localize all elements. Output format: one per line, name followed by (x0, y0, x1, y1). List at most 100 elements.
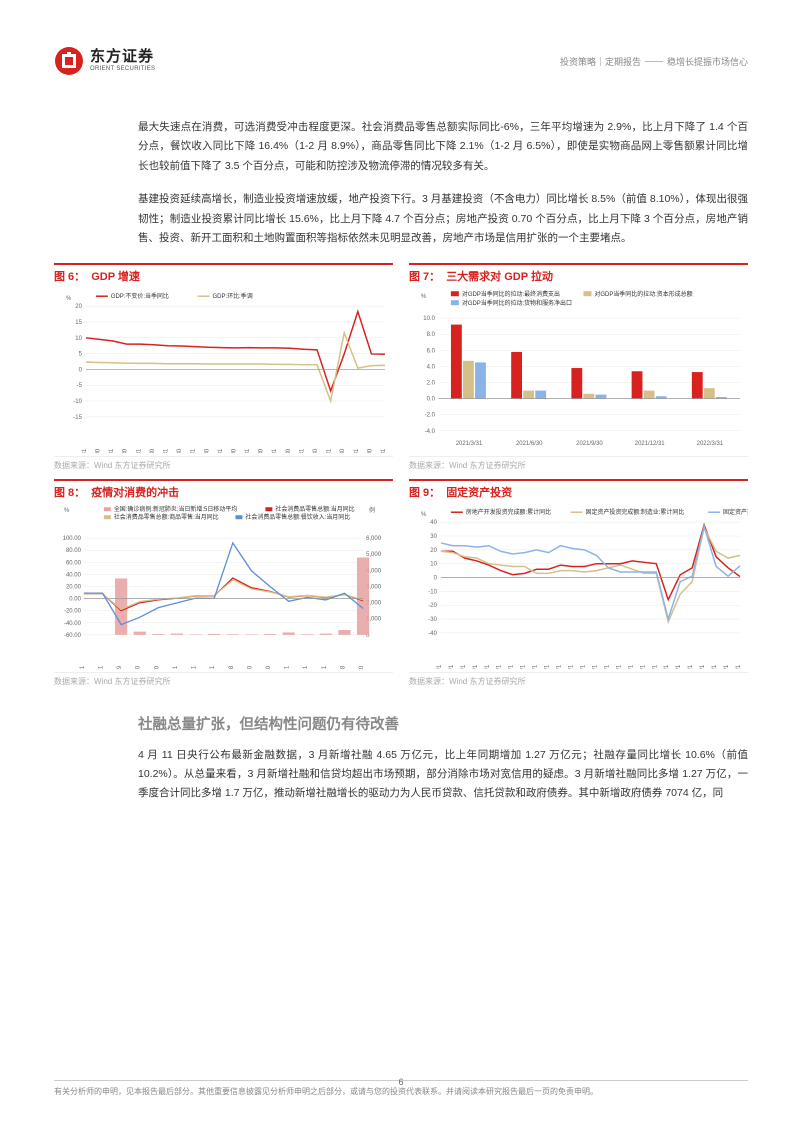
svg-text:2021/12/31: 2021/12/31 (322, 665, 328, 669)
svg-text:2015/6/1: 2015/6/1 (497, 664, 503, 669)
svg-text:15: 15 (75, 320, 82, 326)
svg-text:2018/3/31: 2018/3/31 (272, 448, 278, 453)
svg-text:-4.0: -4.0 (425, 428, 436, 434)
svg-text:2014/2/1: 2014/2/1 (449, 664, 455, 669)
footer: 有关分析师的申明，见本报告最后部分。其他重要信息披露见分析师申明之后部分，或请与… (54, 1080, 748, 1099)
svg-text:80.00: 80.00 (66, 548, 82, 554)
svg-text:2022/3/31: 2022/3/31 (381, 448, 387, 453)
svg-text:2013/3/31: 2013/3/31 (136, 448, 142, 453)
svg-text:2019/9/30: 2019/9/30 (313, 448, 319, 453)
svg-text:2020/2/1: 2020/2/1 (664, 664, 670, 669)
svg-text:2021/3/31: 2021/3/31 (456, 440, 483, 446)
chart-9: 图 9： 固定资产投资 -40-30-20-10010203040%2013/1… (401, 479, 756, 695)
svg-text:0.0: 0.0 (427, 396, 436, 402)
chart-7-title: 三大需求对 GDP 拉动 (446, 268, 553, 284)
svg-text:100.00: 100.00 (63, 536, 82, 542)
svg-text:4.0: 4.0 (427, 364, 436, 370)
svg-text:2.0: 2.0 (427, 380, 436, 386)
svg-text:2015/2/1: 2015/2/1 (485, 664, 491, 669)
chart-6-title: GDP 增速 (91, 268, 140, 284)
chart-9-title: 固定资产投资 (446, 484, 512, 500)
svg-text:-2.0: -2.0 (425, 412, 436, 418)
svg-text:0.00: 0.00 (69, 596, 81, 602)
svg-text:2021/9/30: 2021/9/30 (576, 440, 603, 446)
svg-text:-5: -5 (77, 383, 83, 389)
svg-text:-30: -30 (428, 617, 437, 623)
svg-text:2015/10/1: 2015/10/1 (509, 664, 515, 669)
svg-text:-10: -10 (428, 589, 437, 595)
svg-text:2021/8/31: 2021/8/31 (285, 665, 291, 669)
svg-text:2022/3/31: 2022/3/31 (697, 440, 724, 446)
svg-text:2017/9/30: 2017/9/30 (259, 448, 265, 453)
chart-6-source: 数据来源：Wind 东方证券研究所 (54, 456, 393, 471)
svg-text:2017/10/1: 2017/10/1 (580, 664, 586, 669)
svg-text:10: 10 (75, 335, 82, 341)
svg-text:2015/9/30: 2015/9/30 (204, 448, 210, 453)
svg-text:房地产开发投资完成额:累计同比: 房地产开发投资完成额:累计同比 (466, 508, 551, 516)
svg-text:2021/2/1: 2021/2/1 (700, 664, 706, 669)
svg-text:2021/3/31: 2021/3/31 (354, 448, 360, 453)
logo: 东方证券 ORIENT SECURITIES (54, 46, 155, 76)
chart-6: 图 6： GDP 增速 -15-10-505101520%2011/3/3120… (46, 263, 401, 479)
logo-text-cn: 东方证券 (90, 49, 155, 66)
svg-text:8.0: 8.0 (427, 332, 436, 338)
svg-text:20: 20 (430, 547, 437, 553)
svg-text:2019/3/31: 2019/3/31 (299, 448, 305, 453)
logo-icon (54, 46, 84, 76)
svg-text:30: 30 (430, 534, 437, 540)
svg-text:2022/4/30: 2022/4/30 (359, 665, 365, 669)
svg-text:2014/9/30: 2014/9/30 (177, 448, 183, 453)
svg-text:-20.00: -20.00 (64, 608, 82, 614)
svg-text:2020/4/30: 2020/4/30 (136, 665, 142, 669)
svg-text:2020/12/31: 2020/12/31 (210, 665, 216, 669)
svg-text:40: 40 (430, 520, 437, 526)
svg-text:2021/10/1: 2021/10/1 (724, 664, 730, 669)
svg-text:2022/2/28: 2022/2/28 (340, 665, 346, 669)
svg-text:-20: -20 (428, 603, 437, 609)
svg-text:2020/6/1: 2020/6/1 (676, 664, 682, 669)
svg-text:20.00: 20.00 (66, 584, 82, 590)
chart-7-num: 图 7： (409, 268, 440, 284)
paragraph-2: 基建投资延续高增长，制造业投资增速放缓，地产投资下行。3 月基建投资（不含电力）… (138, 190, 748, 248)
svg-text:2013/10/1: 2013/10/1 (437, 664, 443, 669)
svg-text:2016/9/30: 2016/9/30 (231, 448, 237, 453)
svg-text:2017/2/1: 2017/2/1 (557, 664, 563, 669)
chart-7-source: 数据来源：Wind 东方证券研究所 (409, 456, 748, 471)
svg-text:社会消费品零售总额:商品零售:当月同比: 社会消费品零售总额:商品零售:当月同比 (114, 513, 219, 521)
chart-8: 图 8： 疫情对消费的冲击 -60.00-40.00-20.000.0020.0… (46, 479, 401, 695)
svg-text:0: 0 (434, 575, 438, 581)
svg-text:2011/3/31: 2011/3/31 (82, 448, 88, 453)
svg-text:2017/6/1: 2017/6/1 (569, 664, 575, 669)
chart-9-source: 数据来源：Wind 东方证券研究所 (409, 672, 748, 687)
svg-text:%: % (421, 512, 427, 518)
header-breadcrumb: 投资策略｜定期报告 稳增长提振市场信心 (560, 55, 748, 68)
svg-text:2020/8/31: 2020/8/31 (173, 665, 179, 669)
svg-text:2020/9/30: 2020/9/30 (340, 448, 346, 453)
svg-text:2013/9/30: 2013/9/30 (150, 448, 156, 453)
svg-text:2011/9/30: 2011/9/30 (96, 448, 102, 453)
svg-text:2019/6/1: 2019/6/1 (640, 664, 646, 669)
svg-text:2021/9/30: 2021/9/30 (367, 448, 373, 453)
svg-text:2021/6/30: 2021/6/30 (266, 665, 272, 669)
chart-8-source: 数据来源：Wind 东方证券研究所 (54, 672, 393, 687)
svg-text:固定资产投资完成额:制造业:累计同比: 固定资产投资完成额:制造业:累计同比 (585, 508, 684, 516)
paragraph-3: 4 月 11 日央行公布最新金融数据，3 月新增社融 4.65 万亿元，比上年同… (138, 746, 748, 804)
svg-text:2022/2/1: 2022/2/1 (736, 664, 742, 669)
svg-text:%: % (64, 508, 70, 514)
svg-text:60.00: 60.00 (66, 560, 82, 566)
svg-text:社会消费品零售总额:当月同比: 社会消费品零售总额:当月同比 (275, 505, 354, 513)
svg-text:2020/10/1: 2020/10/1 (688, 664, 694, 669)
svg-text:6.0: 6.0 (427, 348, 436, 354)
svg-text:2019/10/31: 2019/10/31 (80, 665, 86, 669)
svg-text:2020/10/31: 2020/10/31 (192, 665, 198, 669)
svg-text:社会消费品零售总额:餐饮收入:当月同比: 社会消费品零售总额:餐饮收入:当月同比 (245, 513, 350, 521)
svg-text:20: 20 (75, 304, 82, 310)
chart-8-num: 图 8： (54, 484, 85, 500)
svg-text:%: % (66, 296, 72, 302)
svg-text:GDP:环比:季调: GDP:环比:季调 (213, 292, 253, 300)
svg-text:2018/9/30: 2018/9/30 (286, 448, 292, 453)
svg-text:2018/10/1: 2018/10/1 (616, 664, 622, 669)
svg-text:2015/3/31: 2015/3/31 (191, 448, 197, 453)
svg-text:2020/3/31: 2020/3/31 (327, 448, 333, 453)
svg-text:-60.00: -60.00 (64, 632, 82, 638)
